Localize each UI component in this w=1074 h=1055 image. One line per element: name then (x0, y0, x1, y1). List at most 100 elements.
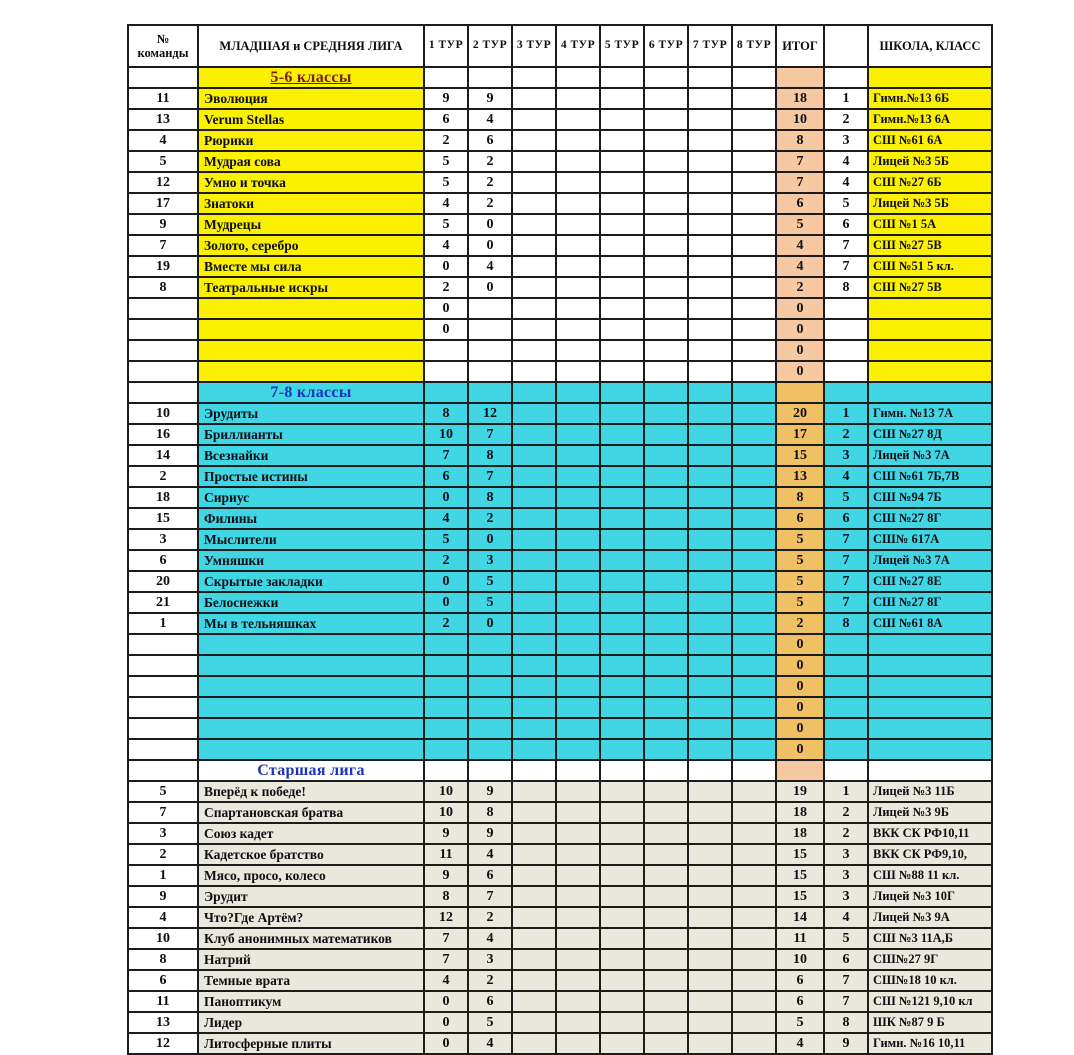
tour-score-cell (687, 1032, 733, 1055)
tour-score-cell: 0 (423, 486, 469, 509)
tour-score-cell (687, 234, 733, 257)
tour-score-cell (599, 885, 645, 908)
team-number-cell: 17 (127, 192, 199, 215)
col-team-number: № команды (127, 24, 199, 68)
tour-score-cell (731, 927, 777, 950)
tour-score-cell (687, 633, 733, 656)
team-name-cell: Мыслители (197, 528, 425, 551)
tour-score-cell: 7 (467, 423, 513, 446)
tour-score-cell (643, 402, 689, 425)
tour-score-cell (555, 654, 601, 677)
tour-score-cell: 10 (423, 780, 469, 803)
team-row: 7 Золото, серебро 4 0 4 7 СШ №27 5В (127, 234, 993, 257)
team-row: 10 Эрудиты 8 12 20 1 Гимн. №13 7А (127, 402, 993, 425)
tour-score-cell (555, 549, 601, 572)
section-header-row: 5-6 классы (127, 66, 993, 89)
total-cell: 14 (775, 906, 825, 929)
tour-score-cell: 0 (423, 990, 469, 1013)
school-cell: СШ№18 10 кл. (867, 969, 993, 992)
total-cell (775, 759, 825, 782)
tour-score-cell (555, 927, 601, 950)
tour-score-cell: 0 (423, 1011, 469, 1034)
team-row: 11 Эволюция 9 9 18 1 Гимн.№13 6Б (127, 87, 993, 110)
school-cell: СШ №27 8Г (867, 591, 993, 614)
tour-score-cell (511, 1032, 557, 1055)
place-cell: 3 (823, 843, 869, 866)
total-cell: 7 (775, 171, 825, 194)
place-cell (823, 738, 869, 761)
tour-score-cell (511, 150, 557, 173)
team-name-cell: Паноптикум (197, 990, 425, 1013)
tour-score-cell: 9 (467, 780, 513, 803)
tour-score-cell: 7 (423, 948, 469, 971)
tour-score-cell (687, 591, 733, 614)
tour-score-cell (731, 528, 777, 551)
total-cell: 18 (775, 822, 825, 845)
school-cell: СШ№ 617А (867, 528, 993, 551)
place-cell: 7 (823, 969, 869, 992)
team-row: 0 (127, 696, 993, 719)
total-cell: 5 (775, 1011, 825, 1034)
tour-score-cell (511, 948, 557, 971)
school-cell: СШ №61 7Б,7В (867, 465, 993, 488)
place-cell: 5 (823, 486, 869, 509)
tour-score-cell (599, 570, 645, 593)
place-cell: 3 (823, 129, 869, 152)
tour-score-cell (555, 885, 601, 908)
col-tour-4: 4 ТУР (555, 24, 601, 68)
tour-score-cell (555, 381, 601, 404)
tour-score-cell (687, 717, 733, 740)
total-cell: 2 (775, 612, 825, 635)
tour-score-cell (599, 969, 645, 992)
tour-score-cell (555, 444, 601, 467)
tour-score-cell (555, 171, 601, 194)
tour-score-cell (467, 381, 513, 404)
place-cell: 4 (823, 171, 869, 194)
school-cell: СШ №27 5В (867, 276, 993, 299)
tour-score-cell (599, 87, 645, 110)
team-name-cell: Умно и точка (197, 171, 425, 194)
tour-score-cell (511, 1011, 557, 1034)
place-cell (823, 318, 869, 341)
tour-score-cell (555, 108, 601, 131)
tour-score-cell (555, 423, 601, 446)
team-name-cell: Союз кадет (197, 822, 425, 845)
total-cell: 0 (775, 717, 825, 740)
tour-score-cell (555, 528, 601, 551)
tour-score-cell (511, 402, 557, 425)
team-number-cell: 15 (127, 507, 199, 530)
tour-score-cell (555, 759, 601, 782)
team-number-cell: 9 (127, 213, 199, 236)
col-school: ШКОЛА, КЛАСС (867, 24, 993, 68)
tour-score-cell (687, 360, 733, 383)
tour-score-cell (555, 297, 601, 320)
col-league-title: МЛАДШАЯ и СРЕДНЯЯ ЛИГА (197, 24, 425, 68)
tour-score-cell (555, 1011, 601, 1034)
tour-score-cell (731, 843, 777, 866)
tour-score-cell: 0 (467, 213, 513, 236)
tour-score-cell (643, 990, 689, 1013)
school-cell: СШ №51 5 кл. (867, 255, 993, 278)
tour-score-cell (599, 108, 645, 131)
tour-score-cell (511, 675, 557, 698)
tour-score-cell (511, 843, 557, 866)
tour-score-cell (687, 276, 733, 299)
tour-score-cell (599, 129, 645, 152)
place-cell (823, 66, 869, 89)
tour-score-cell (643, 717, 689, 740)
total-cell: 18 (775, 87, 825, 110)
place-cell: 1 (823, 402, 869, 425)
school-cell (867, 297, 993, 320)
results-table: № команды МЛАДШАЯ и СРЕДНЯЯ ЛИГА 1 ТУР 2… (127, 24, 993, 1055)
team-number-cell: 13 (127, 1011, 199, 1034)
tour-score-cell (687, 696, 733, 719)
tour-score-cell: 12 (467, 402, 513, 425)
tour-score-cell (555, 255, 601, 278)
tour-score-cell (643, 486, 689, 509)
team-name-cell: Лидер (197, 1011, 425, 1034)
tour-score-cell (643, 297, 689, 320)
tour-score-cell (511, 885, 557, 908)
tour-score-cell (511, 633, 557, 656)
tour-score-cell (687, 927, 733, 950)
